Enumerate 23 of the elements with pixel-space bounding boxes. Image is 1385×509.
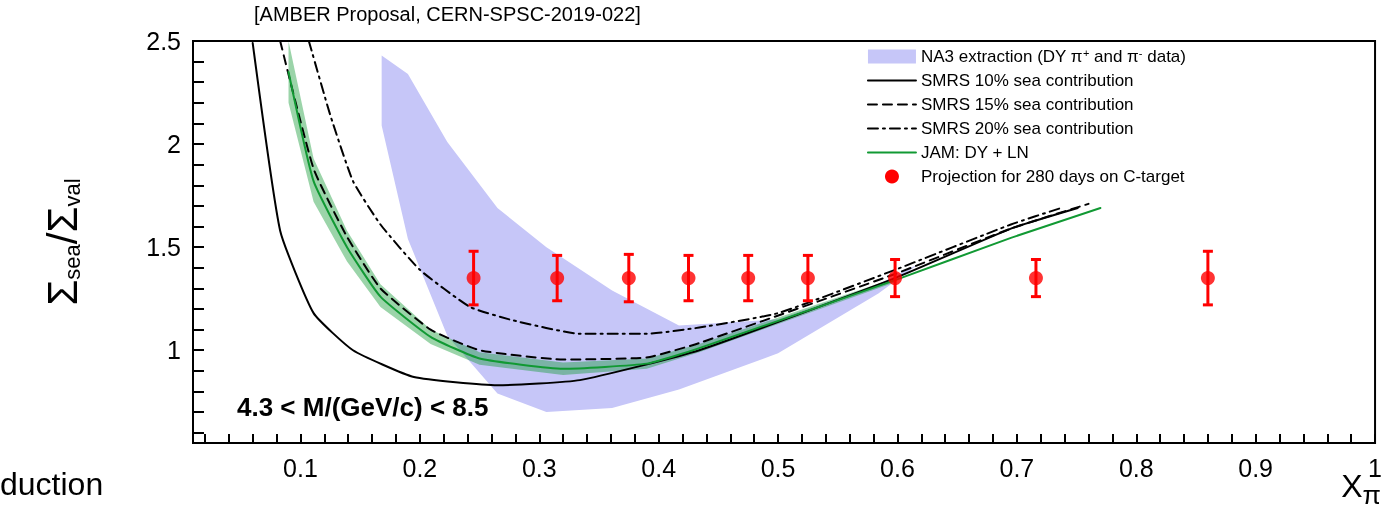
legend-label: JAM: DY + LN: [920, 143, 1029, 162]
legend-label: NA3 extraction (DY π+ and π- data): [920, 46, 1187, 66]
x-tick-label: 0.4: [641, 453, 677, 482]
x-tick-label: 0.8: [1118, 453, 1154, 482]
legend-label: SMRS 15% sea contribution: [920, 95, 1134, 114]
y-axis-title: Σsea/Σval: [38, 178, 86, 306]
x-tick-label: 0.3: [521, 453, 557, 482]
legend-label: Projection for 280 days on C-target: [920, 167, 1185, 186]
y-tick-label: 2.5: [146, 27, 181, 55]
text: [AMBER Proposal, CERN-SPSC-2019-022]: [254, 3, 641, 25]
y-tick-label: 2: [167, 130, 181, 159]
x-tick-label: 0.5: [760, 453, 796, 482]
x-tick-label: 0.1: [283, 453, 318, 482]
legend-label: SMRS 20% sea contribution: [920, 119, 1134, 138]
legend-label: SMRS 10% sea contribution: [920, 71, 1134, 90]
annotation: 4.3 < M/(GeV/c) < 8.5: [237, 392, 489, 422]
x-tick-label: 0.6: [880, 453, 915, 482]
text: duction: [0, 466, 104, 502]
x-tick-label: 0.7: [999, 453, 1035, 482]
y-tick-label: 1.5: [146, 233, 181, 262]
x-tick-label: 0.2: [402, 453, 438, 482]
y-tick-label: 1: [167, 336, 181, 365]
x-tick-label: 0.9: [1238, 453, 1274, 482]
